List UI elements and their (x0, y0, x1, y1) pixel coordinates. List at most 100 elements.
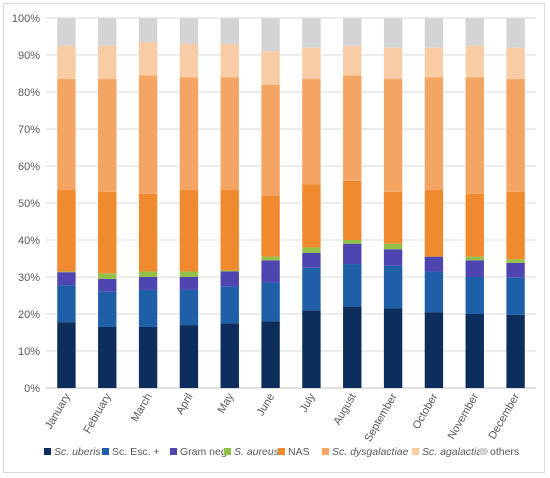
bar-segment-gram-neg-october (424, 256, 444, 272)
bar-segment-nas-july (302, 184, 321, 248)
x-tick-label-april: April (174, 392, 195, 417)
y-tick-label: 0% (24, 383, 40, 395)
bar-segment-gram-neg-august (343, 243, 362, 265)
bar-segment-s-aureus-july (302, 247, 321, 253)
legend-item-others: others (480, 446, 519, 458)
bar-segment-nas-april (179, 190, 199, 272)
bar-segment-sc-dysgalactiae-january (57, 79, 76, 191)
legend: Sc. uberis Sc. Esc. + Gram neg. S. aureus NA… (44, 446, 519, 458)
bar-segment-s-aureus-september (383, 243, 403, 250)
legend-swatch (278, 448, 285, 455)
bar-segment-s-aureus-may (220, 270, 239, 272)
bar-segment-s-aureus-november (465, 256, 484, 261)
bar-segment-sc-agalactiae-december (506, 47, 525, 80)
legend-label: NAS (288, 446, 310, 458)
legend-item-gram-neg: Gram neg. (170, 446, 230, 458)
bar-segment-s-aureus-april (179, 271, 199, 277)
bar-segment-sc-esc-january (57, 285, 76, 323)
y-tick-label: 10% (18, 346, 40, 358)
bar-segment-gram-neg-september (383, 249, 403, 266)
legend-label: Sc. uberis (54, 446, 101, 458)
bar-segment-others-october (424, 18, 444, 48)
bar-segment-sc-uberis-december (506, 314, 525, 388)
bar-segment-nas-september (383, 191, 403, 244)
bar-segment-sc-uberis-june (261, 321, 280, 388)
bar-segment-gram-neg-may (220, 271, 239, 287)
gridlines (46, 17, 536, 389)
legend-label: others (490, 446, 519, 458)
y-tick-label: 90% (18, 50, 40, 62)
legend-item-sc-uberis: Sc. uberis (44, 446, 101, 458)
bar-segment-sc-agalactiae-october (424, 47, 444, 78)
y-tick-label: 30% (18, 272, 40, 284)
bar-segment-sc-dysgalactiae-november (465, 77, 484, 194)
bar-segment-nas-march (138, 193, 158, 272)
legend-label: Sc. Esc. + (112, 446, 160, 458)
bar-segment-sc-uberis-may (220, 323, 239, 388)
bar-segment-gram-neg-february (98, 278, 117, 292)
bar-segment-others-july (302, 18, 321, 48)
bar-segment-sc-agalactiae-january (57, 45, 76, 80)
bar-segment-sc-uberis-march (138, 326, 158, 388)
x-axis-ticks: January February March April May June July Augu… (43, 391, 522, 444)
bar-segment-s-aureus-august (343, 240, 362, 244)
bar-segment-nas-december (506, 191, 525, 260)
bar-segment-s-aureus-february (98, 273, 117, 279)
bar-segment-sc-agalactiae-february (98, 45, 117, 80)
bar-segment-sc-uberis-april (179, 325, 199, 388)
bar-segment-sc-esc-april (179, 289, 199, 326)
legend-label: Sc. dysgalactiae (332, 446, 409, 458)
x-tick-label-september: September (362, 391, 399, 444)
bar-segment-sc-agalactiae-august (343, 45, 362, 76)
bar-segment-others-december (506, 18, 525, 48)
bar-segment-nas-june (261, 195, 280, 257)
x-tick-label-january: January (43, 391, 73, 431)
bar-segment-sc-agalactiae-april (179, 43, 199, 78)
bar-segment-sc-uberis-february (98, 326, 117, 388)
y-tick-label: 50% (18, 198, 40, 210)
bar-segment-sc-dysgalactiae-february (98, 79, 117, 192)
bar-segment-sc-dysgalactiae-june (261, 84, 280, 196)
legend-item-s-aureus: S. aureus (224, 446, 280, 458)
bar-segment-sc-esc-december (506, 277, 525, 315)
legend-label: Sc. agalactiae (422, 446, 488, 458)
bar-segment-sc-esc-september (383, 265, 403, 309)
bar-segment-others-september (383, 18, 403, 48)
bar-segment-gram-neg-june (261, 260, 280, 283)
bar-segment-sc-esc-june (261, 282, 280, 322)
legend-label: S. aureus (234, 446, 280, 458)
bar-segment-nas-november (465, 193, 484, 257)
bar-segment-nas-august (343, 180, 362, 240)
bar-segment-sc-esc-march (138, 289, 158, 327)
y-tick-label: 80% (18, 87, 40, 99)
bar-segment-sc-uberis-september (383, 308, 403, 388)
bar-segment-gram-neg-december (506, 262, 525, 278)
bar-segment-nas-may (220, 190, 239, 271)
x-tick-label-march: March (129, 392, 155, 424)
bar-segment-sc-dysgalactiae-december (506, 79, 525, 192)
bar-segment-sc-dysgalactiae-may (220, 77, 239, 191)
bar-segment-sc-esc-august (343, 264, 362, 307)
legend-swatch (102, 448, 109, 455)
y-tick-label: 60% (18, 161, 40, 173)
legend-item-sc-dysgalactiae: Sc. dysgalactiae (322, 446, 409, 458)
bar-segment-sc-dysgalactiae-april (179, 77, 199, 191)
bar-segment-others-april (179, 18, 199, 44)
x-tick-label-february: February (81, 391, 114, 436)
bar-segment-sc-agalactiae-september (383, 47, 403, 80)
bar-segment-gram-neg-april (179, 277, 199, 290)
y-tick-label: 100% (12, 13, 40, 25)
y-axis-ticks: 0% 10% 20% 30% 40% 50% 60% 70% 80% 90% 100% (12, 13, 40, 395)
bar-segment-sc-agalactiae-june (261, 51, 280, 85)
bar-segment-sc-dysgalactiae-august (343, 75, 362, 181)
bar-segment-gram-neg-march (138, 277, 158, 290)
bar-segment-sc-dysgalactiae-october (424, 77, 444, 191)
bar-segment-sc-esc-october (424, 271, 444, 313)
bar-segment-others-november (465, 18, 484, 46)
legend-label: Gram neg. (180, 446, 230, 458)
bar-segment-others-may (220, 18, 239, 44)
bar-segment-sc-uberis-november (465, 314, 484, 388)
bar-segment-sc-uberis-august (343, 306, 362, 388)
bars (57, 18, 525, 388)
